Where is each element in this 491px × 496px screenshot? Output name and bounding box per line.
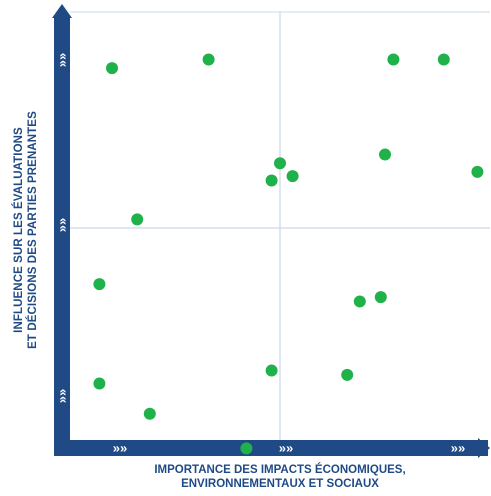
data-point-1 bbox=[106, 62, 118, 75]
data-point-10 bbox=[471, 165, 484, 178]
data-point-12 bbox=[353, 295, 366, 308]
data-point-18 bbox=[240, 442, 253, 455]
axis-chevron-markers: »» »» »» »» »» »» bbox=[55, 53, 466, 456]
x-axis-label: IMPORTANCE DES IMPACTS ÉCONOMIQUES, ENVI… bbox=[110, 463, 450, 491]
x-axis-label-line-1: IMPORTANCE DES IMPACTS ÉCONOMIQUES, bbox=[154, 464, 406, 476]
data-point-15 bbox=[265, 364, 278, 377]
data-point-17 bbox=[143, 407, 156, 420]
y-axis-label: INFLUENCE SUR LES ÉVALUATIONS ET DÉCISIO… bbox=[6, 95, 46, 365]
data-points bbox=[93, 53, 484, 455]
data-point-16 bbox=[341, 368, 354, 381]
data-point-6 bbox=[265, 174, 278, 187]
data-point-5 bbox=[131, 213, 144, 226]
quadrant-dividers bbox=[70, 11, 490, 444]
data-point-3 bbox=[387, 53, 400, 66]
data-point-13 bbox=[374, 291, 387, 304]
y-axis-chevron-2: »» bbox=[55, 218, 70, 232]
y-axis-arrowhead bbox=[52, 4, 72, 18]
x-axis-arrowhead bbox=[478, 438, 490, 458]
axes bbox=[52, 4, 490, 458]
data-point-11 bbox=[93, 278, 106, 291]
data-point-14 bbox=[93, 377, 106, 390]
data-point-9 bbox=[379, 148, 391, 161]
x-axis-label-line-2: ENVIRONNEMENTAUX ET SOCIAUX bbox=[181, 478, 379, 490]
data-point-2 bbox=[202, 53, 215, 66]
y-axis-chevron-3: »» bbox=[55, 389, 70, 403]
x-axis-chevron-2: »» bbox=[279, 441, 293, 456]
y-axis-bar bbox=[54, 16, 70, 456]
y-axis-chevron-1: »» bbox=[55, 53, 70, 67]
y-axis-label-line-2: ET DÉCISIONS DES PARTIES PRENANTES bbox=[27, 111, 39, 349]
x-axis-bar bbox=[54, 440, 488, 456]
x-axis-chevron-3: »» bbox=[451, 441, 465, 456]
data-point-4 bbox=[437, 53, 450, 66]
x-axis-chevron-1: »» bbox=[113, 441, 127, 456]
y-axis-label-line-1: INFLUENCE SUR LES ÉVALUATIONS bbox=[13, 127, 25, 333]
data-point-8 bbox=[286, 170, 299, 183]
data-point-7 bbox=[274, 157, 286, 170]
